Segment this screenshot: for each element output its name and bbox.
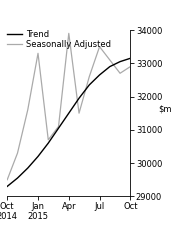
Trend <box>129 57 131 60</box>
Seasonally Adjusted <box>119 72 121 75</box>
Trend <box>119 60 121 63</box>
Line: Seasonally Adjusted: Seasonally Adjusted <box>7 33 130 180</box>
Line: Trend: Trend <box>7 58 130 186</box>
Trend <box>57 127 60 130</box>
Seasonally Adjusted <box>37 52 39 55</box>
Seasonally Adjusted <box>98 45 101 48</box>
Seasonally Adjusted <box>88 75 90 78</box>
Seasonally Adjusted <box>47 138 49 141</box>
Trend <box>88 84 90 86</box>
Y-axis label: $m: $m <box>158 104 172 113</box>
Trend <box>98 73 101 76</box>
Seasonally Adjusted <box>27 109 29 111</box>
Trend <box>27 167 29 170</box>
Seasonally Adjusted <box>6 178 8 181</box>
Seasonally Adjusted <box>57 125 60 128</box>
Legend: Trend, Seasonally Adjusted: Trend, Seasonally Adjusted <box>7 30 111 49</box>
Trend <box>6 185 8 188</box>
Trend <box>68 112 70 115</box>
Seasonally Adjusted <box>109 59 111 61</box>
Seasonally Adjusted <box>16 152 19 155</box>
Seasonally Adjusted <box>68 32 70 35</box>
Seasonally Adjusted <box>129 65 131 68</box>
Trend <box>109 65 111 68</box>
Trend <box>78 97 80 100</box>
Seasonally Adjusted <box>78 112 80 115</box>
Trend <box>37 155 39 158</box>
Trend <box>16 177 19 179</box>
Trend <box>47 142 49 145</box>
